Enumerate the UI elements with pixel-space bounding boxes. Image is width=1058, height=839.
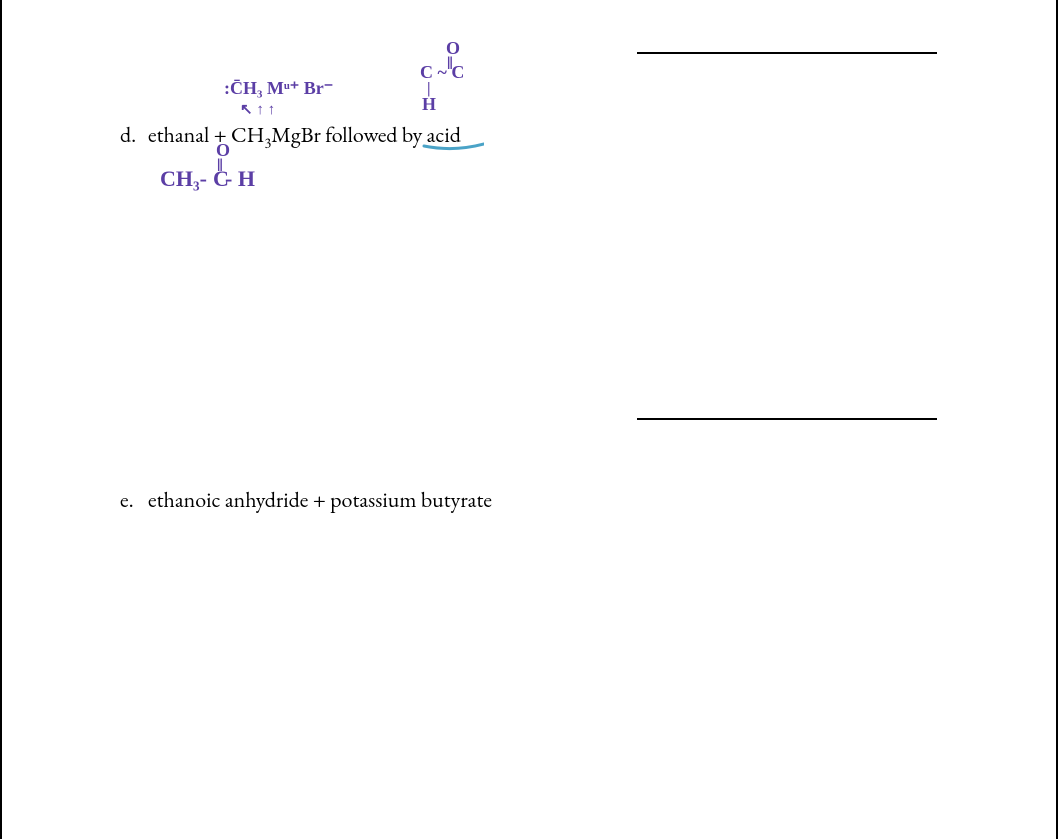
hand-arrows: ↖ ↑ ↑: [240, 100, 275, 119]
question-e-text: ethanoic anhydride + potassium butyrate: [148, 485, 492, 514]
answer-blank-d: [637, 52, 937, 54]
question-d-letter: d.: [120, 120, 136, 149]
question-d-pre: ethanal + CH: [148, 120, 265, 149]
question-e-letter: e.: [120, 485, 134, 514]
hand-ethanal-ch3: CH₃-: [160, 166, 207, 192]
hand-acid-underline: [422, 140, 484, 154]
hand-carbonyl-h: H: [422, 94, 436, 115]
worksheet-page: { "questions": { "d": { "letter": "d.", …: [0, 0, 1058, 839]
answer-blank-e: [637, 418, 937, 420]
hand-ethanal-h: - H: [225, 166, 255, 192]
hand-grignard-parts: :C̄H₃ Mᵘ⁺ Br⁻: [224, 78, 333, 99]
question-d-text: ethanal + CH3MgBr followed by acid: [148, 120, 461, 152]
